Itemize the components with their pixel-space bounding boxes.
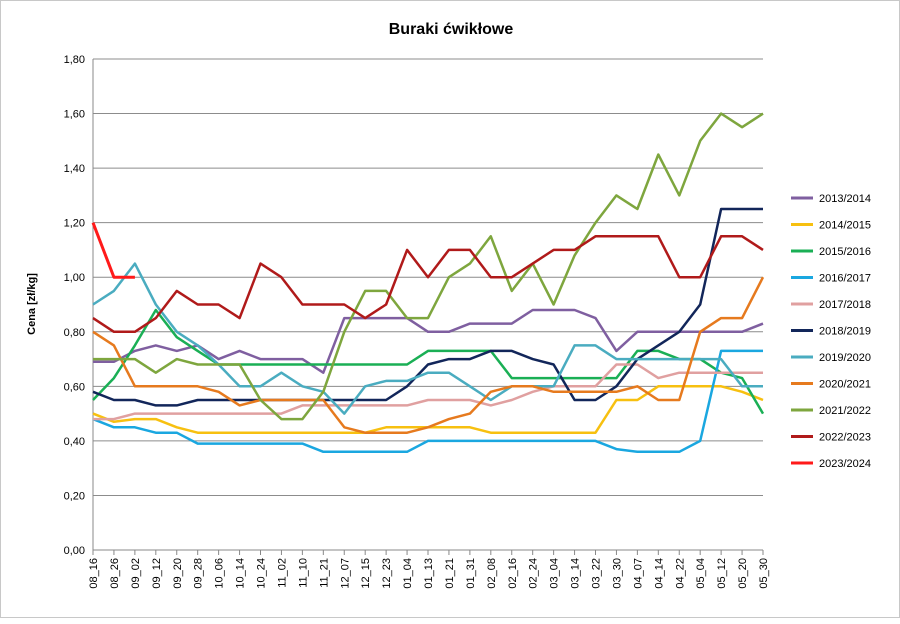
x-tick-label: 04_07 (632, 558, 644, 589)
series-line-2021-2022 (93, 112, 764, 421)
y-ticks: 0,00 0,20 0,40 0,60 0,80 1,00 1,20 1,40 1,60 1,80 (64, 54, 85, 557)
x-tick-label: 10_14 (235, 558, 247, 589)
legend-label-2023-2024: 2023/2024 (819, 458, 871, 470)
x-tick-label: 11_02 (276, 558, 288, 588)
legend-label-2019-2020: 2019/2020 (819, 352, 871, 364)
y-tick-label: 1,80 (64, 54, 85, 66)
series-line-2013-2014 (93, 308, 764, 374)
x-tick-label: 09_02 (130, 558, 142, 589)
legend-label-2020-2021: 2020/2021 (819, 379, 871, 391)
grid-layer (92, 58, 763, 551)
x-tick-label: 04_22 (674, 558, 686, 589)
series-line-2018-2019 (92, 207, 763, 407)
legend: 2013/2014 2014/2015 2015/2016 2016/2017 2017… (791, 193, 871, 470)
legend-label-2013-2014: 2013/2014 (819, 193, 871, 205)
y-tick-label: 1,40 (64, 163, 85, 175)
y-tick-label: 1,20 (64, 218, 85, 230)
legend-label-2018-2019: 2018/2019 (819, 326, 871, 338)
x-tick-label: 12_23 (381, 558, 393, 589)
x-tick-label: 01_31 (465, 558, 477, 589)
x-tick-label: 03_04 (549, 558, 561, 589)
legend-label-2016-2017: 2016/2017 (819, 273, 871, 285)
y-tick-label: 1,00 (64, 272, 85, 284)
x-tick-label: 05_20 (737, 558, 749, 589)
y-tick-label: 0,00 (64, 545, 85, 557)
legend-label-2022-2023: 2022/2023 (819, 432, 871, 444)
series-line-2015-2016 (92, 308, 765, 415)
x-tick-label: 08_26 (109, 558, 121, 589)
x-tick-label: 10_06 (214, 558, 226, 589)
x-tick-label: 09_28 (193, 558, 205, 589)
x-tick-label: 01_21 (444, 558, 456, 589)
x-tick-label: 09_20 (172, 558, 184, 589)
series-line-2020-2021 (92, 276, 765, 434)
x-ticks: 08_16 08_26 09_02 09_12 09_20 09_28 10_06 10_14… (88, 550, 770, 589)
x-tick-label: 02_16 (507, 558, 519, 589)
y-tick-label: 1,60 (64, 109, 85, 121)
x-tick-label: 05_04 (695, 558, 707, 589)
x-tick-label: 03_14 (570, 558, 582, 589)
x-tick-label: 11_10 (297, 558, 309, 588)
x-tick-label: 03_22 (591, 558, 603, 589)
y-tick-label: 0,40 (64, 436, 85, 448)
series-line-2016-2017 (92, 349, 763, 454)
series-line-2017-2018 (93, 363, 763, 421)
x-tick-label: 12_07 (339, 558, 351, 589)
y-tick-label: 0,80 (64, 327, 85, 339)
x-tick-label: 11_21 (318, 558, 330, 588)
x-tick-label: 01_13 (423, 558, 435, 589)
x-tick-label: 12_15 (360, 558, 372, 589)
series-line-2014-2015 (92, 385, 764, 434)
x-tick-label: 09_12 (151, 558, 163, 589)
legend-label-2017-2018: 2017/2018 (819, 299, 871, 311)
y-tick-label: 0,60 (64, 381, 85, 393)
series-lines (91, 112, 765, 454)
legend-label-2021-2022: 2021/2022 (819, 405, 871, 417)
x-tick-label: 04_14 (653, 558, 665, 589)
legend-label-2015-2016: 2015/2016 (819, 246, 871, 258)
x-tick-label: 01_04 (402, 558, 414, 589)
series-line-2019-2020 (92, 262, 763, 415)
y-tick-label: 0,20 (64, 490, 85, 502)
chart-title: Buraki ćwikłowe (389, 21, 514, 38)
x-tick-label: 05_30 (758, 558, 770, 589)
x-tick-label: 08_16 (88, 558, 100, 589)
x-tick-label: 03_30 (611, 558, 623, 589)
x-tick-label: 10_24 (256, 558, 268, 589)
series-line-2023-2024 (91, 222, 135, 279)
y-axis-label: Cena [zł/kg] (26, 273, 38, 335)
x-tick-label: 02_24 (528, 558, 540, 589)
x-tick-label: 02_08 (486, 558, 498, 589)
x-tick-label: 05_12 (716, 558, 728, 589)
series-line-2022-2023 (92, 235, 764, 334)
legend-label-2014-2015: 2014/2015 (819, 220, 871, 232)
